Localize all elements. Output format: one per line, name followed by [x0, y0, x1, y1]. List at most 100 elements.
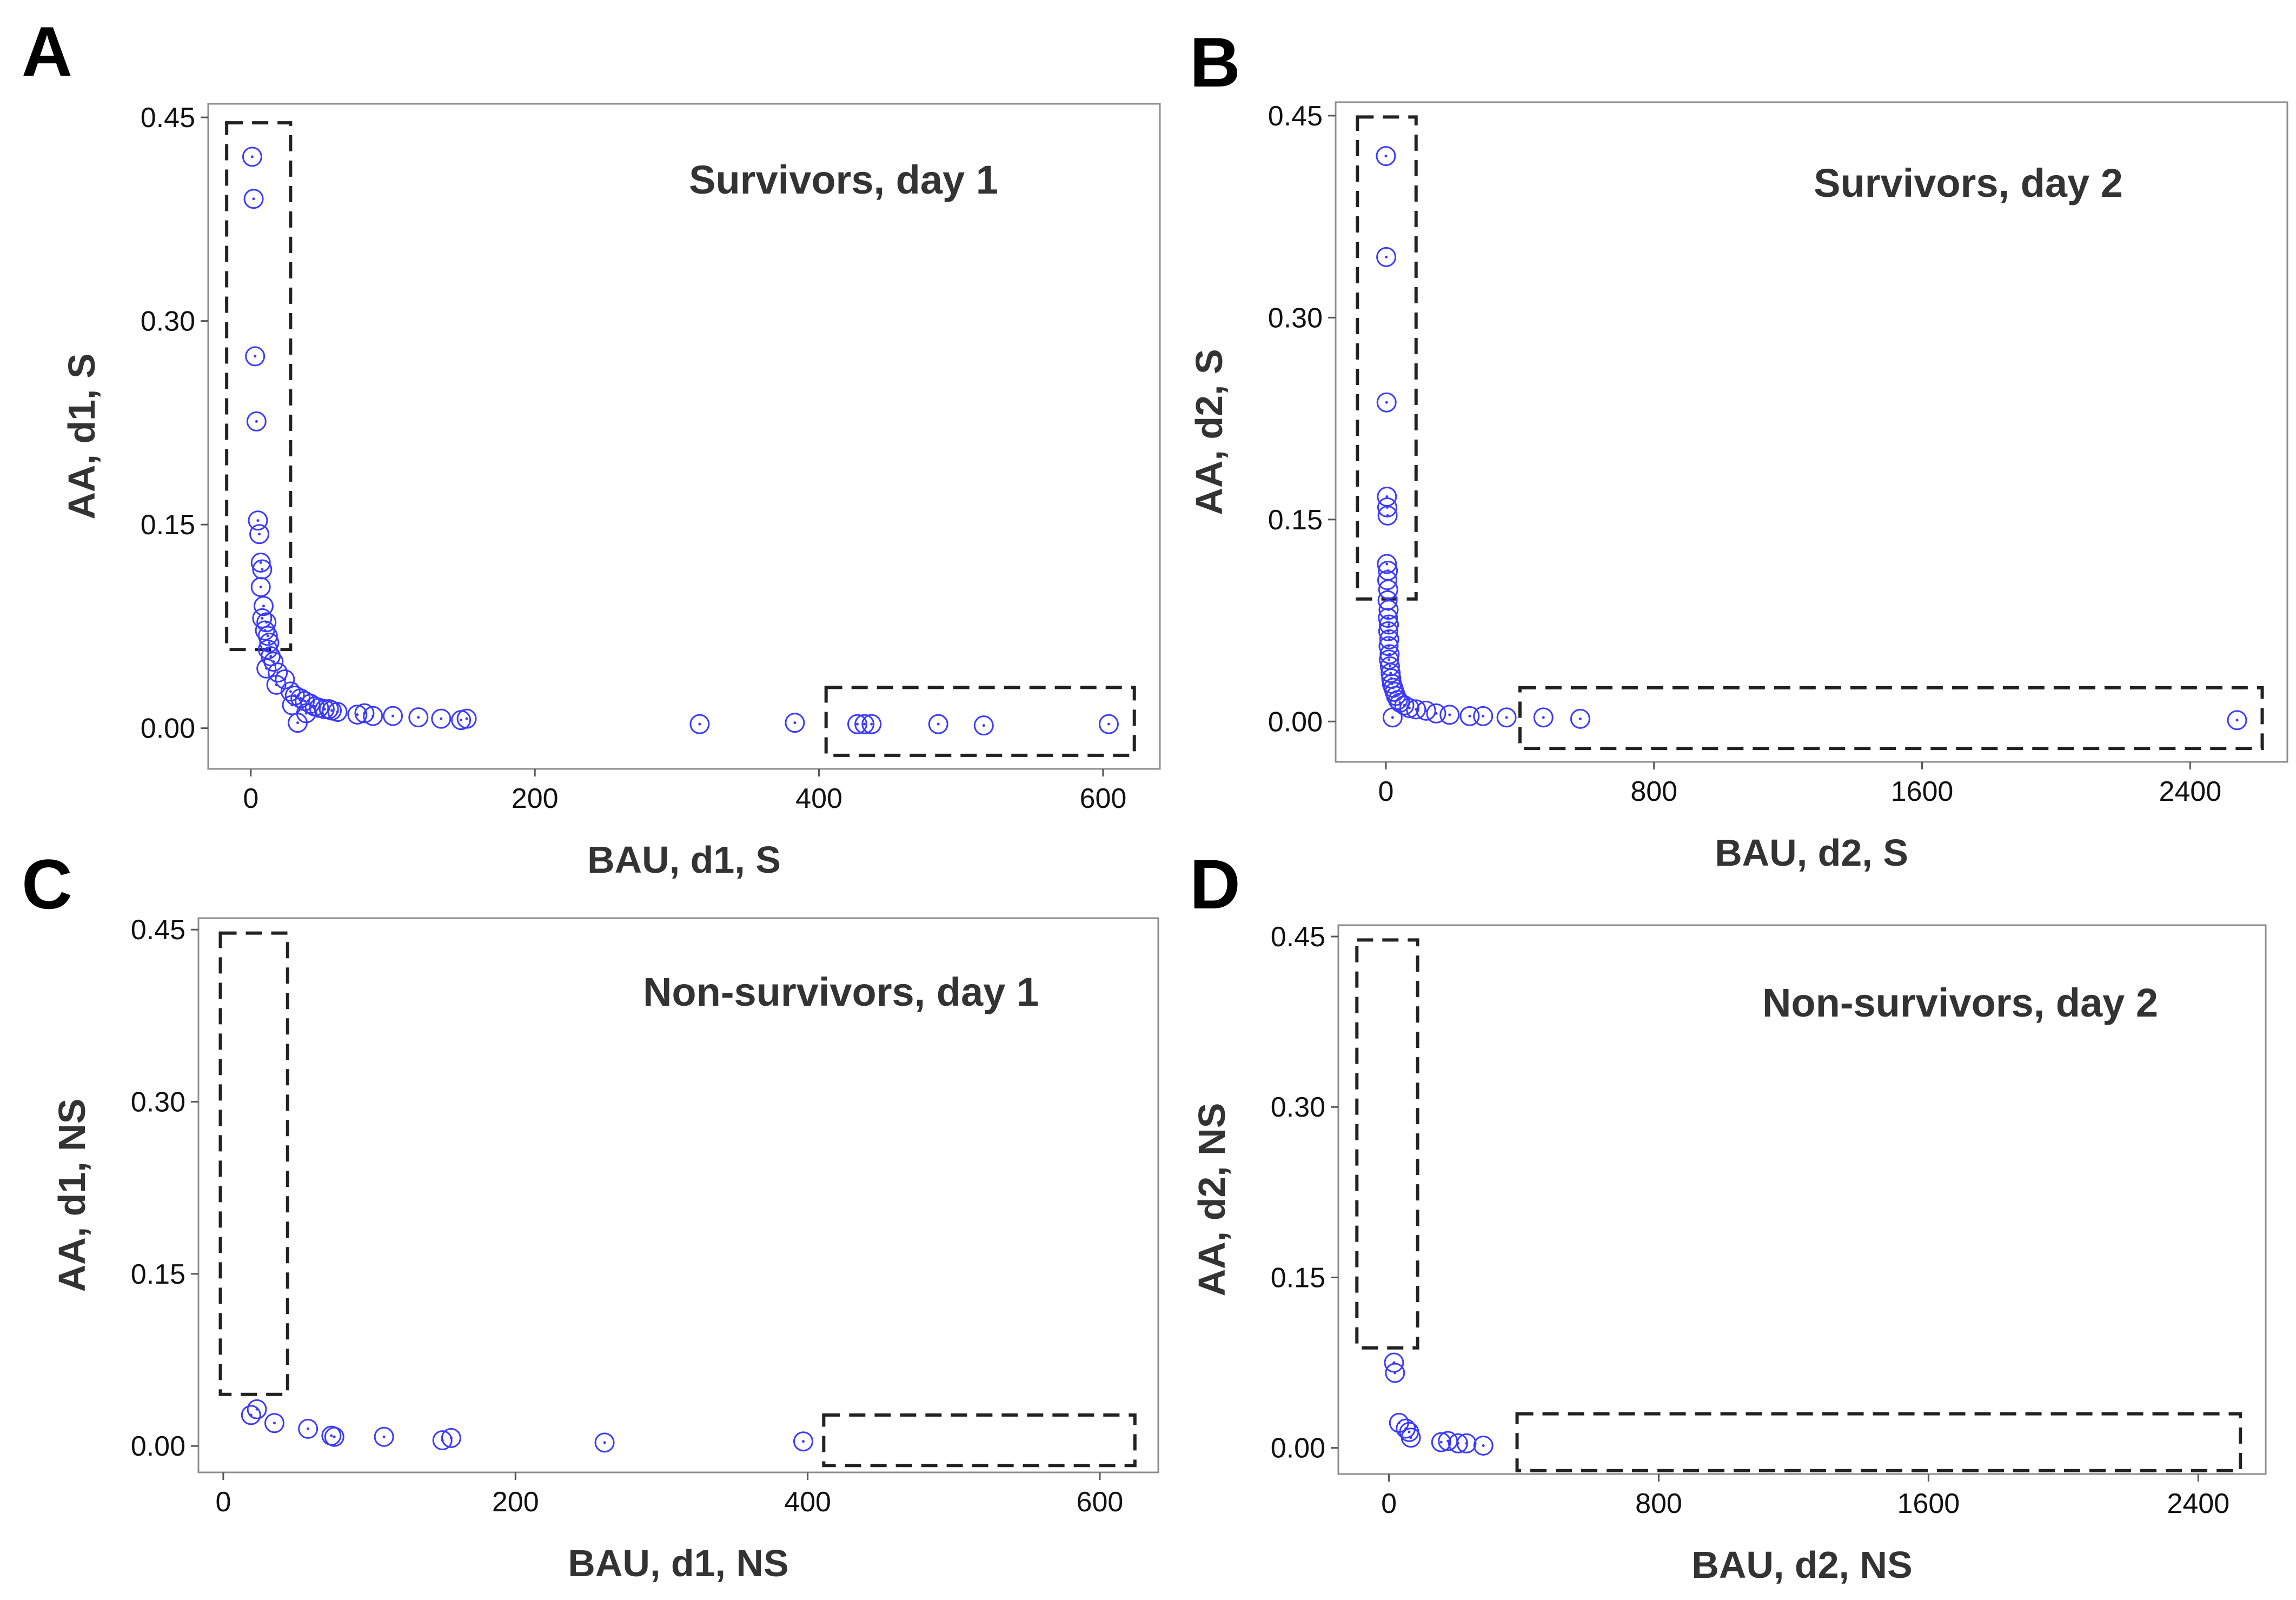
data-point: [1473, 1435, 1494, 1456]
y-tick-label: 0.00: [141, 713, 195, 745]
data-point-center: [1386, 588, 1390, 591]
x-axis-title: BAU, d1, S: [587, 839, 781, 881]
x-axis-title: BAU, d2, NS: [1691, 1544, 1912, 1586]
data-point: [1378, 579, 1398, 600]
data-point: [793, 1431, 813, 1452]
data-point-center: [855, 722, 859, 726]
data-point-center: [417, 716, 420, 719]
data-point: [264, 1413, 284, 1433]
y-axis-title: AA, d2, NS: [1191, 1103, 1233, 1297]
data-point-center: [1403, 703, 1406, 707]
data-point-center: [275, 683, 278, 686]
data-point-center: [259, 586, 262, 589]
data-point: [689, 714, 710, 734]
data-point: [257, 626, 278, 646]
y-tick-label: 0.15: [1271, 1262, 1325, 1293]
data-point-center: [382, 1435, 386, 1438]
data-point-center: [1384, 155, 1388, 158]
chart-title: Survivors, day 1: [689, 157, 998, 202]
data-point-center: [937, 722, 940, 726]
data-point-center: [1385, 562, 1389, 566]
y-axis-title: AA, d1, NS: [51, 1099, 93, 1292]
y-axis-title: AA, d2, S: [1188, 349, 1230, 515]
data-point: [1376, 392, 1397, 413]
data-point-center: [1448, 713, 1451, 716]
data-point: [1426, 703, 1446, 723]
data-point-center: [698, 722, 701, 726]
data-point-center: [1542, 716, 1545, 719]
data-point-center: [356, 713, 359, 716]
data-point: [854, 714, 875, 734]
data-point: [253, 596, 274, 616]
data-point: [1473, 706, 1494, 726]
data-point: [785, 713, 805, 733]
dashed-box: [824, 686, 1136, 757]
panel-label: B: [1190, 23, 1240, 102]
data-point-center: [261, 568, 264, 571]
data-point-center: [460, 719, 463, 722]
data-point-center: [1439, 1440, 1443, 1444]
data-point: [1496, 707, 1517, 728]
data-point-center: [263, 629, 267, 632]
plot-frame: [1337, 924, 2267, 1475]
data-point-center: [801, 1440, 805, 1443]
data-point: [1416, 700, 1436, 721]
data-point: [241, 1405, 261, 1425]
data-point-center: [1385, 495, 1389, 499]
data-point: [928, 714, 948, 734]
data-point-center: [1408, 706, 1411, 709]
data-point-center: [327, 708, 330, 711]
dashed-box: [218, 931, 289, 1396]
data-point: [261, 646, 281, 667]
data-point-center: [289, 690, 292, 693]
data-point: [1376, 247, 1397, 267]
plot-frame: [197, 917, 1159, 1473]
dashed-box: [1515, 1412, 2242, 1472]
data-point: [246, 411, 267, 431]
data-point-center: [255, 420, 258, 423]
data-point: [432, 1430, 453, 1451]
data-point-center: [1505, 716, 1508, 719]
panel-b: B Survivors, day 2 BAU, d2, S AA, d2, S …: [1188, 23, 2288, 874]
data-point: [1376, 146, 1396, 167]
data-point: [847, 714, 867, 734]
chart-title: Non-survivors, day 2: [1762, 980, 2158, 1025]
data-point: [287, 713, 308, 733]
data-point-center: [266, 648, 269, 651]
data-points: [242, 147, 1119, 736]
data-point-center: [1391, 716, 1394, 719]
data-point-center: [268, 641, 271, 645]
x-tick-label: 800: [1635, 1488, 1682, 1519]
y-tick-label: 0.45: [1271, 921, 1325, 953]
data-point: [318, 699, 339, 720]
data-point: [256, 612, 277, 633]
data-points: [1376, 146, 2247, 731]
data-point: [255, 620, 275, 641]
data-point: [1379, 629, 1399, 649]
data-point: [243, 189, 264, 209]
data-point-center: [296, 721, 299, 725]
data-point-center: [333, 1435, 336, 1438]
x-tick-label: 400: [784, 1486, 831, 1518]
y-tick-label: 0.15: [141, 509, 195, 541]
data-points: [241, 1399, 813, 1453]
data-point: [256, 658, 277, 679]
data-point-center: [265, 667, 268, 670]
data-point-center: [863, 722, 866, 726]
data-point: [347, 705, 368, 725]
data-point-center: [1388, 653, 1391, 656]
panel-label: A: [22, 12, 72, 91]
chart-title: Non-survivors, day 1: [643, 970, 1039, 1014]
panel-label: D: [1190, 845, 1240, 924]
data-point: [1570, 708, 1590, 729]
data-point: [441, 1428, 461, 1448]
y-tick-label: 0.15: [131, 1259, 185, 1290]
data-point: [354, 703, 375, 723]
panel-d: D Non-survivors, day 2 BAU, d2, NS AA, d…: [1190, 845, 2267, 1586]
x-tick-label: 0: [1381, 1488, 1397, 1519]
data-point-center: [254, 355, 257, 358]
x-tick-label: 200: [492, 1486, 539, 1518]
data-point: [1394, 695, 1415, 715]
data-point: [861, 714, 882, 734]
